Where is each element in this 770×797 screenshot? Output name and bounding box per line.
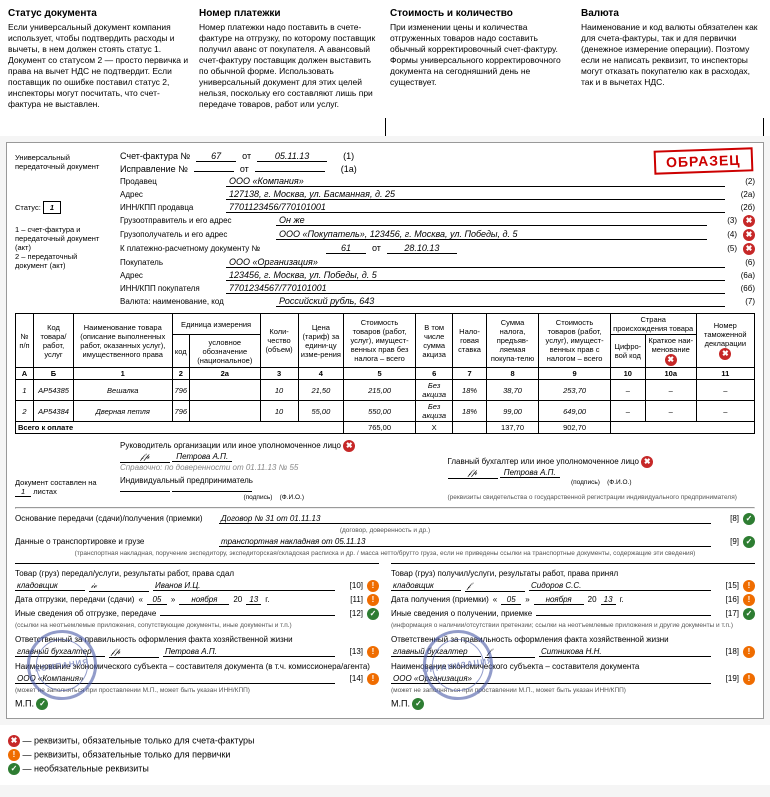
seller-value: ООО «Компания»	[226, 176, 725, 187]
addr-label: Адрес	[120, 190, 220, 199]
sf-date: 05.11.13	[257, 151, 327, 162]
status-legend: 1 – счет-фактура и передаточный документ…	[15, 225, 105, 270]
inn-value: 7701123456/770101001	[226, 202, 725, 213]
shipper-label: Грузоотправитель и его адрес	[120, 216, 270, 225]
pay-date: 28.10.13	[387, 243, 457, 254]
payment-label: К платежно-расчетному документу №	[120, 244, 320, 253]
callout-text: Наименование и код валюты обязателен как…	[581, 22, 762, 88]
callout-title: Стоимость и количество	[390, 8, 571, 19]
status-label: Статус:	[15, 203, 41, 212]
buyer-value: ООО «Организация»	[226, 257, 725, 268]
corr-label: (1)	[343, 151, 354, 161]
seller-label: Продавец	[120, 177, 220, 186]
badge-red: ✖	[743, 215, 755, 227]
callout-text: При изменении цены и количества отгружен…	[390, 22, 571, 88]
items-table: № п/п Код товара/ работ, услуг Наименова…	[15, 313, 755, 434]
legend: ✖ — реквизиты, обязательные только для с…	[0, 725, 770, 785]
consig-label: Грузополучатель и его адрес	[120, 230, 270, 239]
document-form: ОБРАЗЕЦ Универсальный передаточный докум…	[6, 142, 764, 719]
from-label: от	[242, 151, 251, 161]
pay-num: 61	[326, 243, 366, 254]
correction-label: Исправление №	[120, 164, 188, 174]
callout-text: Номер платежки надо поставить в счете-фа…	[199, 22, 380, 110]
sf-label: Счет-фактура №	[120, 151, 190, 161]
sf-number: 67	[196, 151, 236, 162]
callout-text: Если универсальный документ компания исп…	[8, 22, 189, 110]
baddr-label: Адрес	[120, 271, 220, 280]
shipper-value: Он же	[276, 215, 707, 226]
binn-value: 7701234567/770101001	[226, 283, 725, 294]
callout-title: Валюта	[581, 8, 762, 19]
curr-label: Валюта: наименование, код	[120, 297, 270, 306]
addr-value: 127138, г. Москва, ул. Басманная, д. 25	[226, 189, 725, 200]
baddr-value: 123456, г. Москва, ул. Победы, д. 5	[226, 270, 725, 281]
inn-label: ИНН/КПП продавца	[120, 203, 220, 212]
buyer-label: Покупатель	[120, 258, 220, 267]
callouts-row: Статус документа Если универсальный докум…	[0, 0, 770, 118]
consig-value: ООО «Покупатель», 123456, г. Москва, ул.…	[276, 229, 707, 240]
callout-title: Статус документа	[8, 8, 189, 19]
status-value: 1	[43, 201, 61, 214]
badge-red: ✖	[743, 229, 755, 241]
callout-title: Номер платежки	[199, 8, 380, 19]
badge-red: ✖	[743, 243, 755, 255]
sample-stamp: ОБРАЗЕЦ	[654, 148, 753, 175]
doc-type-label: Универсальный передаточный документ	[15, 153, 105, 171]
curr-value: Российский рубль, 643	[276, 296, 725, 307]
binn-label: ИНН/КПП покупателя	[120, 284, 220, 293]
